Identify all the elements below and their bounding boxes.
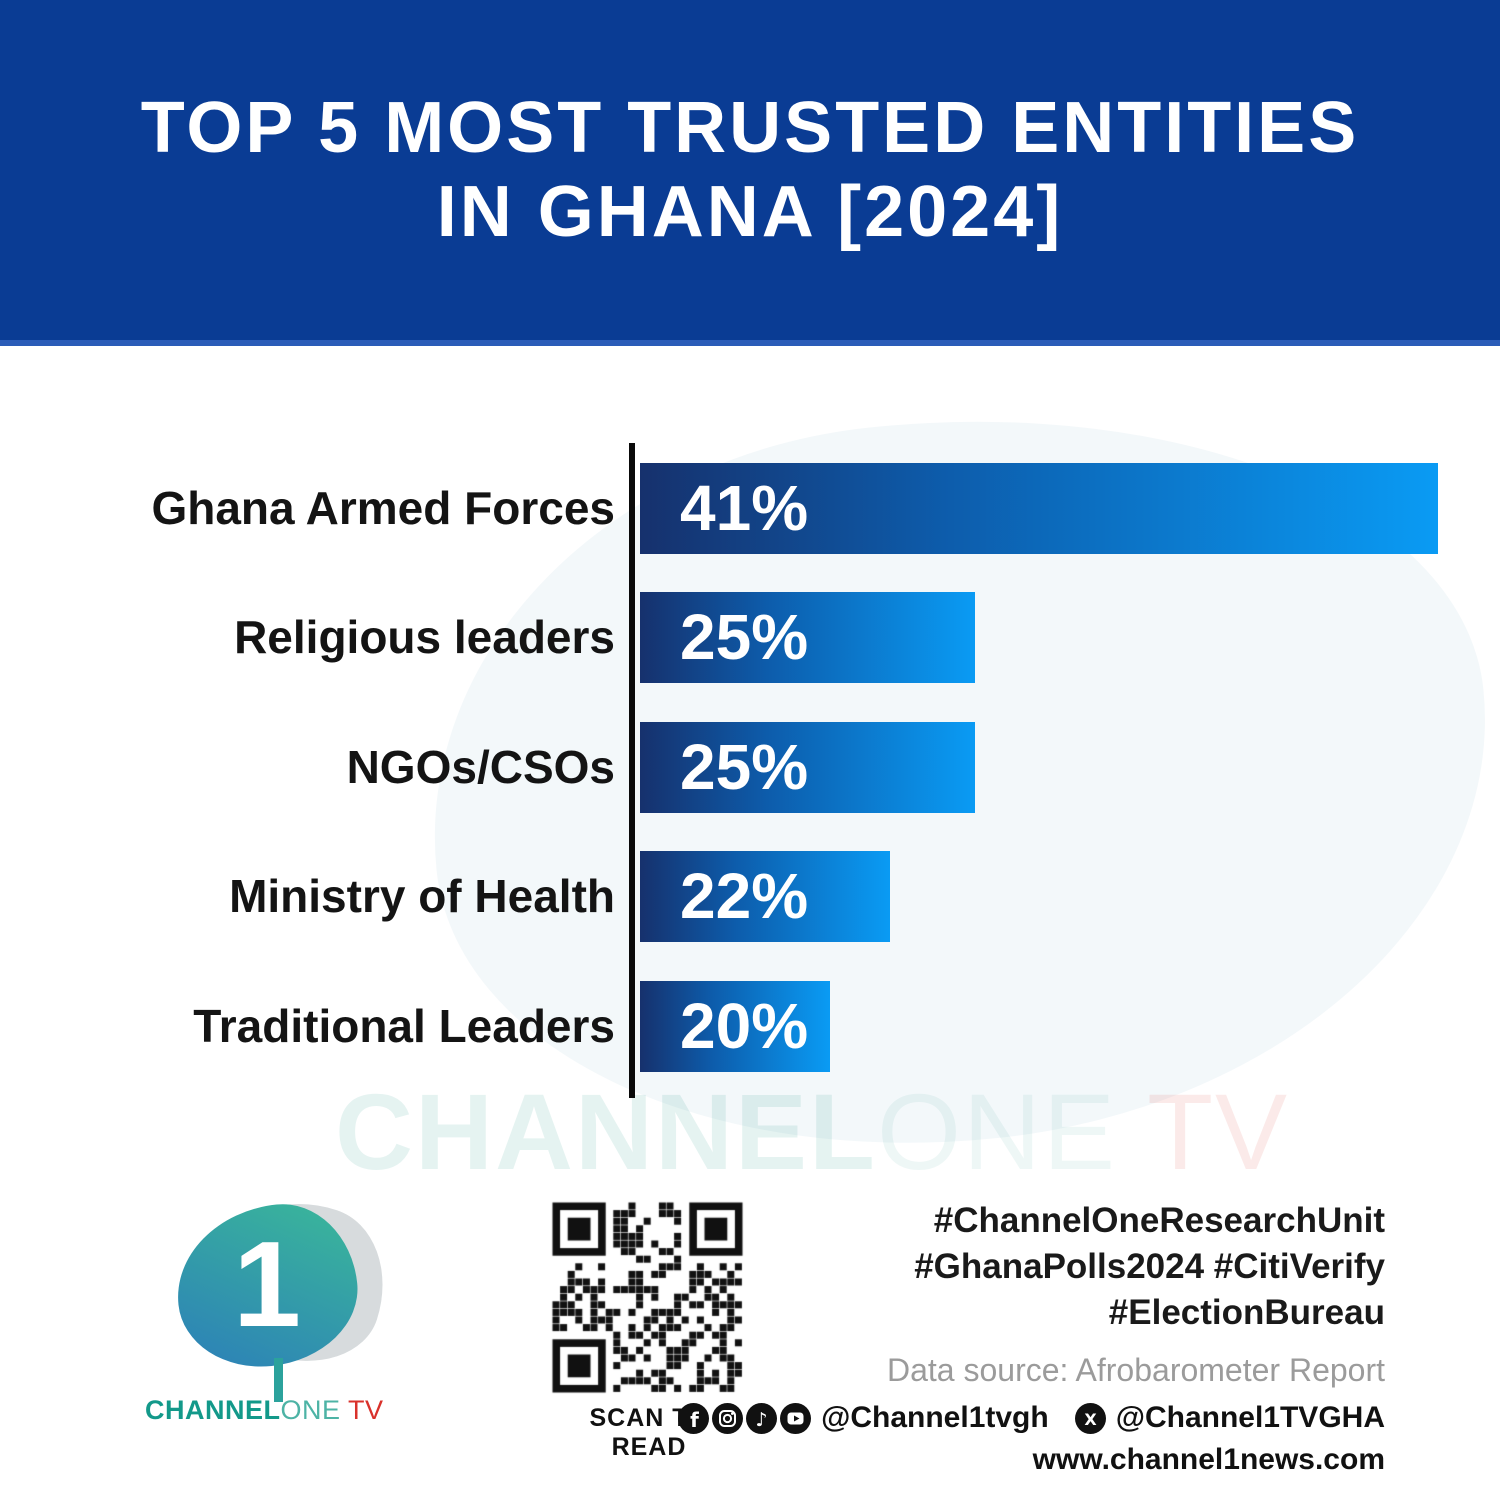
social-handle-1: @Channel1tvgh [821, 1401, 1049, 1434]
channel-one-logo: 1 CHANNELONE TV [135, 1179, 475, 1460]
qr-code [550, 1200, 748, 1394]
bar-value-label: 25% [680, 601, 809, 673]
hashtag-line-2: #GhanaPolls2024 #CitiVerify [914, 1247, 1385, 1286]
page-title-line-2: IN GHANA [2024] [436, 172, 1064, 252]
chart-row: Religious leaders 25% [0, 592, 1500, 683]
logo-wordmark-tv: TV [340, 1395, 384, 1425]
category-label: Ghana Armed Forces [151, 482, 615, 534]
bar-value-label: 25% [680, 731, 809, 803]
bar-religious-leaders: 25% [640, 592, 975, 683]
svg-text:X: X [1084, 1410, 1097, 1429]
watermark-channel: CHANNEL [335, 1071, 877, 1192]
bar-traditional-leaders: 20% [640, 981, 830, 1072]
qr-block: SCAN TO READ [550, 1200, 748, 1462]
chart-row: Ghana Armed Forces 41% [0, 463, 1500, 554]
bar-value-label: 22% [680, 860, 809, 932]
youtube-icon [780, 1402, 812, 1434]
bar-value-label: 41% [680, 472, 809, 544]
logo-numeral-stem [274, 1358, 283, 1402]
instagram-icon [712, 1402, 744, 1434]
logo-wordmark-one: ONE [280, 1395, 341, 1425]
page-title-line-1: TOP 5 MOST TRUSTED ENTITIES [140, 88, 1360, 168]
svg-text:♪: ♪ [756, 1409, 768, 1431]
hashtag-line-1: #ChannelOneResearchUnit [933, 1201, 1385, 1240]
bar-value-label: 20% [680, 990, 809, 1062]
website-url: www.channel1news.com [1032, 1443, 1385, 1476]
y-axis-line [629, 443, 635, 1098]
social-row: f ♪ @Channel1tvgh [665, 1401, 1385, 1435]
bar-ghana-armed-forces: 41% [640, 463, 1438, 554]
social-icon-group: f ♪ [675, 1402, 812, 1434]
logo-wordmark-channel: CHANNEL [145, 1395, 281, 1425]
channel-one-watermark: CHANNELONE TV [335, 1078, 1289, 1186]
watermark-tv: TV [1117, 1071, 1290, 1192]
category-label: Traditional Leaders [193, 1000, 615, 1052]
data-source-note: Data source: Afrobarometer Report [886, 1352, 1385, 1388]
logo-wordmark: CHANNELONE TV [145, 1395, 475, 1426]
x-icon: X [1074, 1402, 1106, 1434]
chart-row: NGOs/CSOs 25% [0, 722, 1500, 813]
footer-right-column: #ChannelOneResearchUnit #GhanaPolls2024 … [665, 1198, 1385, 1477]
facebook-icon: f [678, 1402, 710, 1434]
bar-ministry-of-health: 22% [640, 851, 890, 942]
hashtag-line-3: #ElectionBureau [1108, 1293, 1385, 1332]
logo-numeral: 1 [233, 1216, 301, 1352]
category-label: NGOs/CSOs [346, 741, 615, 793]
tiktok-icon: ♪ [746, 1402, 778, 1434]
svg-text:f: f [690, 1408, 699, 1432]
bar-ngos-csos: 25% [640, 722, 975, 813]
watermark-one: ONE [876, 1071, 1118, 1192]
header-band: TOP 5 MOST TRUSTED ENTITIES IN GHANA [20… [0, 0, 1500, 346]
chart-row: Traditional Leaders 20% [0, 981, 1500, 1072]
category-label: Ministry of Health [229, 870, 615, 922]
chart-row: Ministry of Health 22% [0, 851, 1500, 942]
social-handle-2: @Channel1TVGHA [1115, 1401, 1385, 1434]
category-label: Religious leaders [234, 611, 615, 663]
